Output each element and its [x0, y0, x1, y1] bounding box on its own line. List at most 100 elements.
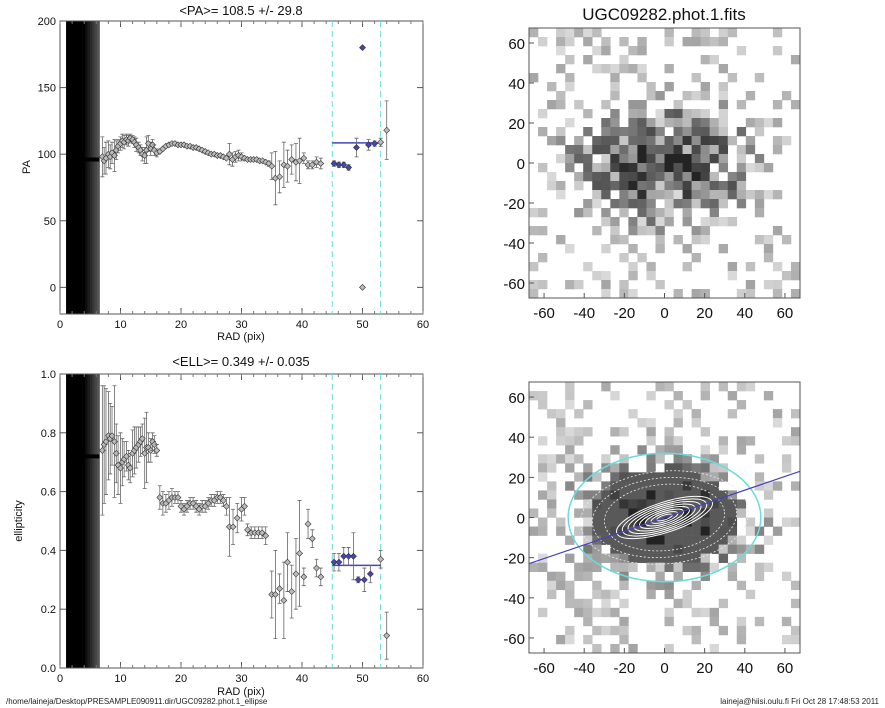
image-pixel [556, 427, 566, 437]
data-point [222, 502, 230, 510]
image-pixel [718, 553, 729, 563]
image-pixel [700, 553, 710, 563]
image-pixel [700, 118, 710, 128]
image-pixel [556, 127, 566, 137]
image-pixel [556, 46, 566, 56]
image-pixel [619, 562, 629, 572]
image-pixel [664, 463, 674, 473]
image-pixel [673, 289, 683, 299]
image-pixel [646, 91, 656, 101]
image-pixel [574, 562, 584, 572]
image-pixel [628, 100, 638, 110]
x-tick-label: 20 [175, 319, 187, 331]
data-point [288, 156, 296, 163]
image-pixel [628, 508, 638, 518]
inner-band [96, 374, 100, 668]
image-pixel [664, 382, 674, 392]
image-pixel [664, 82, 674, 92]
image-pixel [619, 499, 629, 509]
x-tick-label: 40 [296, 319, 308, 331]
image-pixel [727, 517, 738, 527]
image-pixel [709, 37, 719, 47]
image-pixel [583, 517, 593, 527]
image-pixel [601, 526, 611, 536]
image-pixel [709, 454, 719, 464]
image-pixel [565, 400, 575, 410]
image-pixel [646, 562, 656, 572]
image-pixel [592, 517, 602, 527]
image-pixel [592, 625, 602, 636]
image-pixel [655, 154, 665, 164]
image-pixel [601, 172, 611, 182]
image-pixel [601, 589, 611, 600]
image-pixel [583, 463, 593, 473]
image-pixel [682, 598, 692, 609]
image-pixel [781, 136, 792, 146]
inner-band [66, 374, 69, 668]
image-pixel [601, 508, 611, 518]
image-pixel [547, 463, 557, 473]
image-pixel [655, 127, 665, 137]
image-pixel [682, 589, 692, 600]
image-pixel [619, 481, 629, 491]
image-pixel [790, 262, 801, 272]
image-pixel [556, 235, 566, 245]
image-pixel [709, 499, 719, 509]
isophote-image: -60 -40 -20 0 20 40 60 -60 -40 -20 0 20 40 60 [503, 381, 801, 677]
inner-band [66, 21, 69, 314]
image-pixel [781, 235, 792, 245]
inner-band [85, 21, 88, 314]
image-pixel [763, 490, 774, 500]
image-pixel [673, 136, 683, 146]
image-pixel [691, 544, 701, 554]
image-pixel [682, 463, 692, 473]
image-pixel [565, 625, 575, 636]
image-pixel [529, 289, 539, 299]
image-pixel [637, 172, 647, 182]
image-pixel [538, 400, 548, 410]
image-pixel [691, 580, 701, 591]
image-pixel [664, 118, 674, 128]
image-pixel [718, 499, 729, 509]
x-tick-label: 50 [356, 319, 368, 331]
image-pixel [727, 490, 738, 500]
image-pixel [745, 163, 756, 173]
image-pixel [682, 37, 692, 47]
image-pixel [601, 127, 611, 137]
image-pixel [691, 409, 701, 419]
image-pixel [637, 118, 647, 128]
inner-band [87, 374, 91, 668]
image-pixel [781, 463, 792, 473]
image-pixel [700, 190, 710, 200]
image-pixel [700, 199, 710, 209]
image-pixel [565, 454, 575, 464]
image-pixel [619, 598, 629, 609]
image-pixel [709, 136, 719, 146]
image-pixel [619, 508, 629, 518]
image-pixel [583, 154, 593, 164]
image-pixel [655, 217, 665, 227]
image-pixel [547, 181, 557, 191]
data-point [219, 496, 227, 504]
image-pixel [718, 91, 729, 101]
image-pixel [655, 517, 665, 527]
image-pixel [772, 226, 783, 236]
image-pixel [718, 490, 729, 500]
image-pixel [736, 289, 747, 299]
image-pixel [709, 526, 719, 536]
x-tick-label: 30 [235, 673, 247, 685]
image-pixel [655, 91, 665, 101]
image-pixel [745, 589, 756, 600]
inner-band [68, 21, 72, 314]
image-pixel [601, 535, 611, 545]
isophote-ellipse-outer [580, 470, 749, 565]
image-pixel [619, 145, 629, 155]
data-point [153, 447, 161, 454]
image-pixel [655, 562, 665, 572]
image-pixel [592, 508, 602, 518]
image-pixel [619, 280, 629, 290]
image-pixel [673, 172, 683, 182]
image-pixel [601, 154, 611, 164]
image-pixel [709, 481, 719, 491]
image-pixel [727, 190, 738, 200]
